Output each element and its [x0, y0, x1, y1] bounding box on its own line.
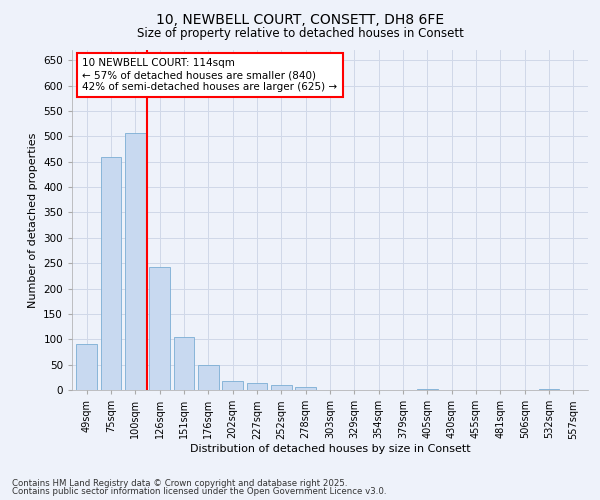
- Y-axis label: Number of detached properties: Number of detached properties: [28, 132, 38, 308]
- Bar: [173, 337, 194, 390]
- Text: 10, NEWBELL COURT, CONSETT, DH8 6FE: 10, NEWBELL COURT, CONSETT, DH8 6FE: [156, 12, 444, 26]
- Bar: [247, 383, 268, 390]
- Bar: [149, 267, 170, 390]
- Bar: [222, 381, 243, 390]
- Bar: [271, 386, 292, 390]
- Text: Contains public sector information licensed under the Open Government Licence v3: Contains public sector information licen…: [12, 487, 386, 496]
- Bar: [295, 388, 316, 390]
- Bar: [76, 344, 97, 390]
- Bar: [198, 365, 218, 390]
- Text: 10 NEWBELL COURT: 114sqm
← 57% of detached houses are smaller (840)
42% of semi-: 10 NEWBELL COURT: 114sqm ← 57% of detach…: [82, 58, 337, 92]
- Bar: [417, 389, 438, 390]
- Bar: [125, 132, 146, 390]
- Bar: [101, 156, 121, 390]
- X-axis label: Distribution of detached houses by size in Consett: Distribution of detached houses by size …: [190, 444, 470, 454]
- Text: Size of property relative to detached houses in Consett: Size of property relative to detached ho…: [137, 28, 463, 40]
- Text: Contains HM Land Registry data © Crown copyright and database right 2025.: Contains HM Land Registry data © Crown c…: [12, 478, 347, 488]
